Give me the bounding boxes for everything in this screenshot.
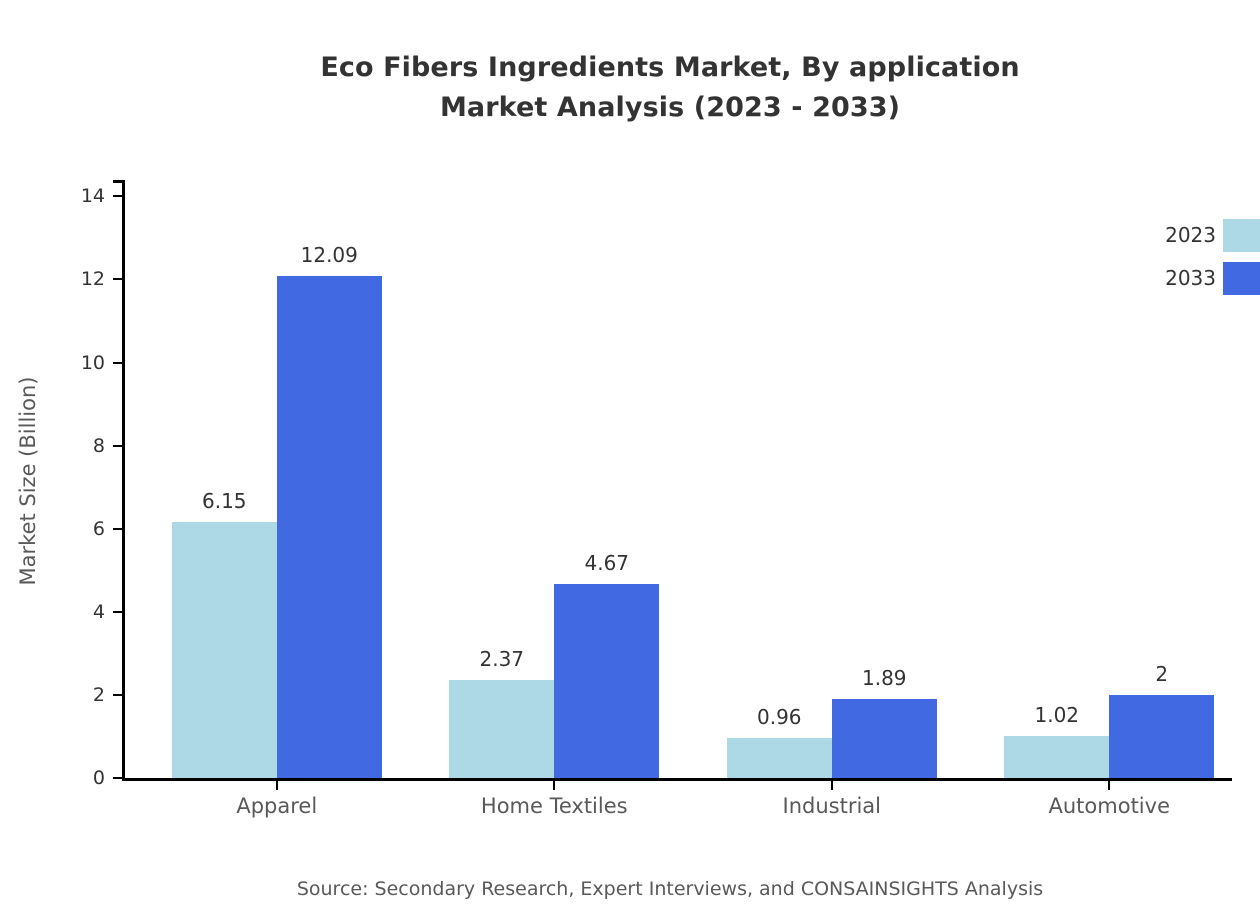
x-tick-label-apparel: Apparel bbox=[236, 794, 318, 818]
chart-legend: 2023 2033 bbox=[1100, 218, 1260, 318]
x-axis-line bbox=[122, 778, 1232, 781]
bar-value-label: 2 bbox=[1155, 661, 1169, 686]
bar-value-label: 2.37 bbox=[479, 646, 525, 671]
chart-title: Eco Fibers Ingredients Market, By applic… bbox=[0, 48, 1260, 128]
y-tick-mark bbox=[113, 444, 122, 447]
y-tick-label: 4 bbox=[92, 600, 105, 623]
y-tick-label: 14 bbox=[80, 185, 105, 208]
y-tick-mark bbox=[113, 195, 122, 198]
y-tick-label: 0 bbox=[92, 767, 105, 789]
bar-automotive-2023[interactable] bbox=[1004, 735, 1110, 778]
x-tick-mark bbox=[553, 781, 556, 790]
y-axis-label: Market Size (Billion) bbox=[16, 376, 40, 585]
bar-apparel-2033[interactable] bbox=[276, 275, 382, 778]
y-tick-mark bbox=[113, 777, 122, 779]
bar-value-label: 1.89 bbox=[861, 666, 907, 691]
x-tick-mark bbox=[1108, 781, 1111, 790]
y-tick-mark bbox=[113, 278, 122, 281]
x-tick-mark bbox=[830, 781, 833, 790]
y-axis-line bbox=[122, 180, 125, 781]
y-axis-top-cap bbox=[113, 180, 122, 183]
bar-value-label: 6.15 bbox=[201, 489, 247, 514]
x-tick-label-industrial: Industrial bbox=[782, 794, 882, 818]
bar-home-textiles-2033[interactable] bbox=[554, 583, 660, 778]
y-tick-label: 12 bbox=[80, 268, 105, 291]
bar-industrial-2033[interactable] bbox=[831, 699, 937, 778]
bar-value-label: 1.02 bbox=[1034, 702, 1080, 727]
y-tick-label: 2 bbox=[92, 683, 105, 706]
y-tick-mark bbox=[113, 361, 122, 364]
bar-value-label: 12.09 bbox=[300, 242, 358, 267]
bar-home-textiles-2023[interactable] bbox=[449, 679, 555, 778]
x-tick-label-home-textiles: Home Textiles bbox=[480, 794, 628, 818]
legend-item-2023[interactable]: 2023 bbox=[1100, 218, 1260, 252]
legend-label: 2033 bbox=[1165, 266, 1216, 290]
legend-swatch bbox=[1223, 219, 1260, 252]
plot-area: Market Size (Billion) 0 2 4 6 8 10 12 14 Appare… bbox=[16, 180, 1232, 818]
legend-item-2033[interactable]: 2033 bbox=[1100, 261, 1260, 295]
bar-apparel-2023[interactable] bbox=[171, 522, 277, 778]
legend-swatch bbox=[1223, 262, 1260, 295]
y-tick-mark bbox=[113, 693, 122, 696]
y-tick-mark bbox=[113, 610, 122, 613]
bar-industrial-2023[interactable] bbox=[726, 738, 832, 778]
source-note: Source: Secondary Research, Expert Inter… bbox=[296, 878, 1044, 900]
bar-value-label: 0.96 bbox=[756, 705, 802, 730]
legend-label: 2023 bbox=[1165, 223, 1216, 247]
y-tick-label: 6 bbox=[92, 517, 105, 540]
x-tick-label-automotive: Automotive bbox=[1048, 794, 1170, 818]
x-tick-mark bbox=[275, 781, 278, 790]
y-tick-mark bbox=[113, 527, 122, 530]
bar-automotive-2033[interactable] bbox=[1109, 694, 1215, 778]
chart-title-line-2: Market Analysis (2023 - 2033) bbox=[439, 92, 901, 123]
bar-value-label: 4.67 bbox=[584, 550, 630, 575]
chart-title-line-1: Eco Fibers Ingredients Market, By applic… bbox=[320, 52, 1020, 83]
y-tick-label: 8 bbox=[92, 434, 105, 457]
y-tick-label: 10 bbox=[80, 351, 105, 374]
